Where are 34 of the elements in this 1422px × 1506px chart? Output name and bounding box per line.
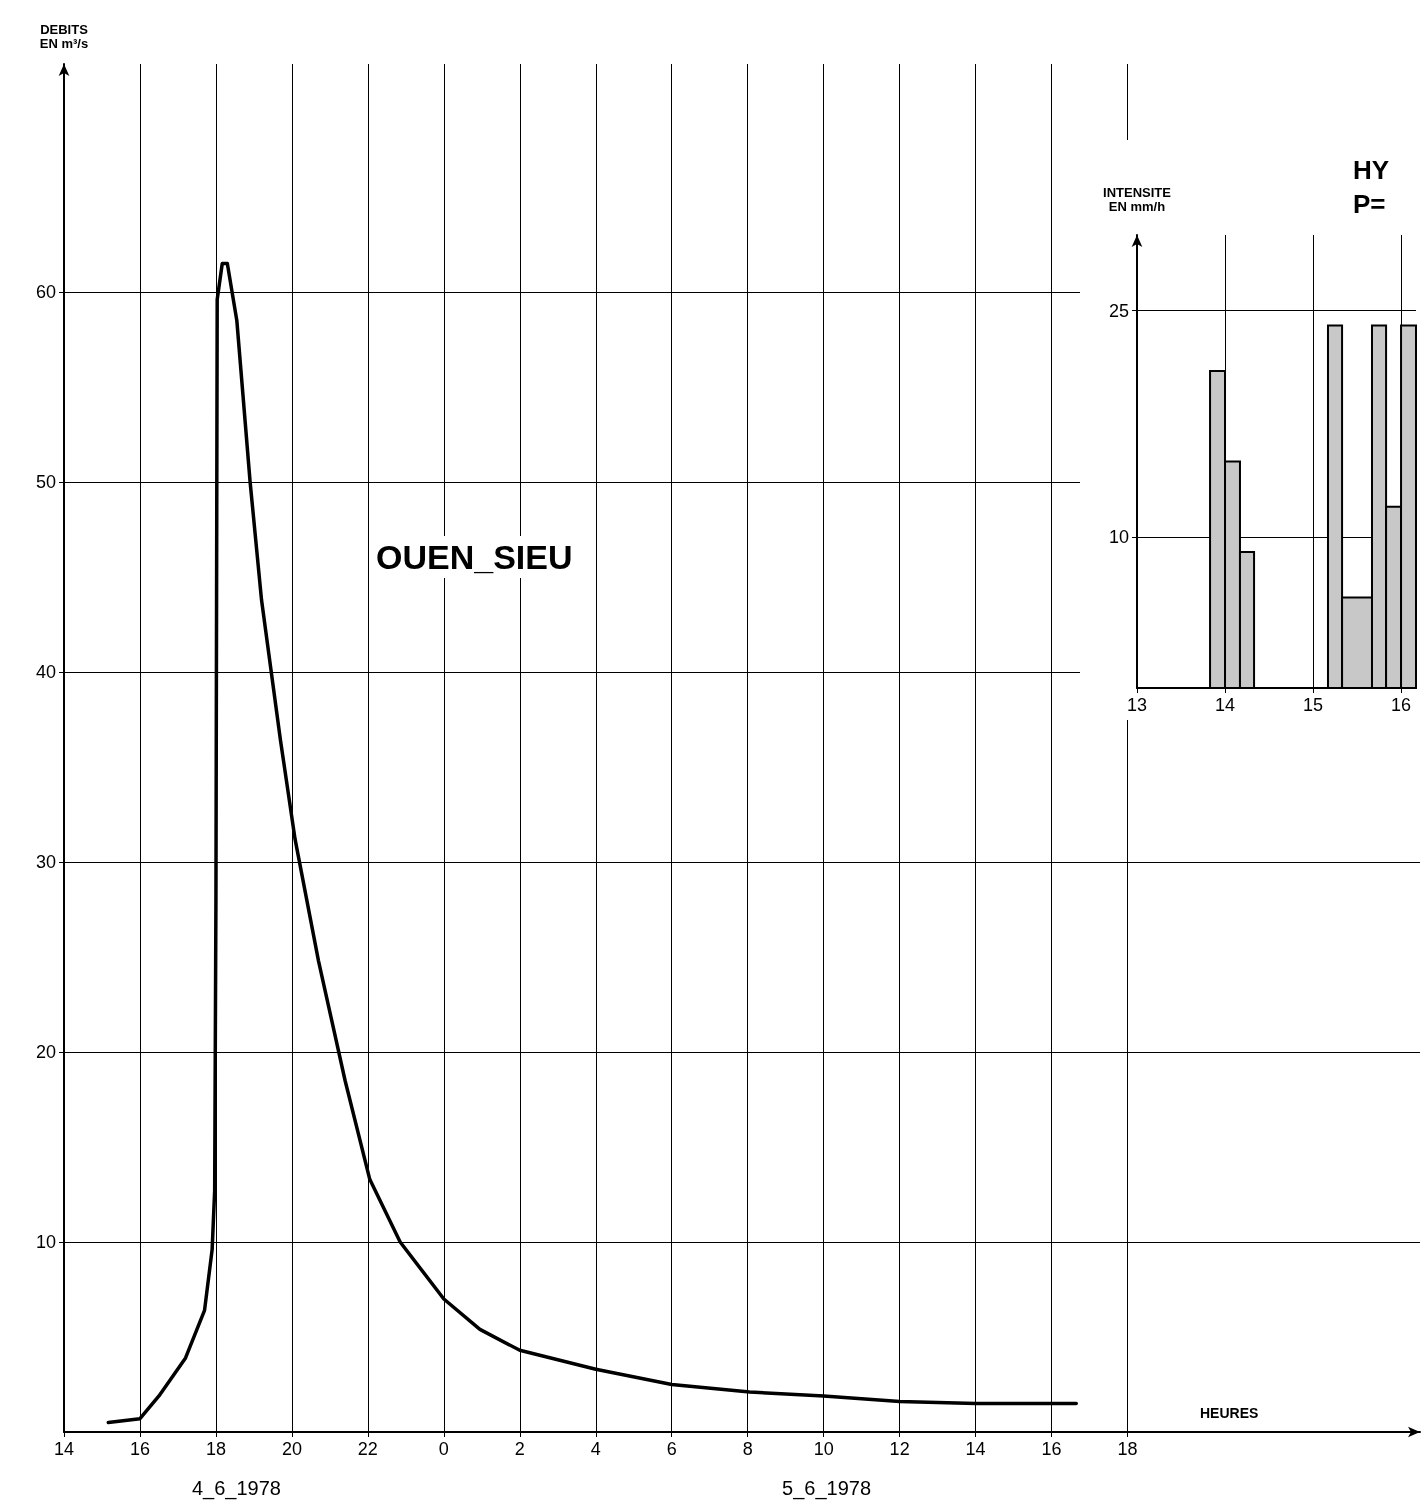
x-tick-label: 6 xyxy=(666,1439,677,1459)
x-tick-label: 16 xyxy=(129,1439,150,1459)
y-tick-label: 25 xyxy=(1108,300,1129,321)
x-tick-label: 18 xyxy=(205,1439,226,1459)
x-tick-label: 13 xyxy=(1126,695,1148,715)
x-tick-label: 20 xyxy=(281,1439,302,1459)
x-tick-label: 2 xyxy=(514,1439,525,1459)
x-tick-label: 14 xyxy=(965,1439,986,1459)
y-tick-label: 60 xyxy=(35,282,56,302)
y-tick-label: 40 xyxy=(35,662,56,682)
x-tick-label: 8 xyxy=(742,1439,753,1459)
y-tick-label: 20 xyxy=(35,1042,56,1062)
y-axis-title: DEBITS EN m³/s xyxy=(39,21,89,51)
y-axis-title: INTENSITE EN mm/h xyxy=(1103,184,1172,214)
x-tick-label: 15 xyxy=(1303,695,1324,715)
x-tick-label: 12 xyxy=(889,1439,910,1459)
y-tick-label: 10 xyxy=(35,1232,56,1252)
y-tick-label: 50 xyxy=(35,472,56,492)
x-tick-label: 0 xyxy=(438,1439,449,1459)
x-tick-label: 22 xyxy=(357,1439,378,1459)
y-tick-label: 30 xyxy=(35,852,56,872)
x-tick-label: 14 xyxy=(1215,695,1236,715)
chart-title: HY xyxy=(1353,155,1390,185)
x-axis-title: HEURES xyxy=(1200,1405,1259,1421)
x-tick-label: 4 xyxy=(590,1439,601,1459)
text: 4_6_1978 xyxy=(191,1477,281,1500)
text: OUEN_SIEU xyxy=(376,538,573,576)
chart-subtitle: P= xyxy=(1353,189,1386,219)
x-tick-label: 10 xyxy=(813,1439,834,1459)
text: 5_6_1978 xyxy=(782,1477,872,1500)
x-tick-label: 16 xyxy=(1041,1439,1062,1459)
x-tick-label: 18 xyxy=(1117,1439,1138,1459)
x-tick-label: 16 xyxy=(1391,695,1412,715)
x-tick-label: 14 xyxy=(53,1439,75,1459)
